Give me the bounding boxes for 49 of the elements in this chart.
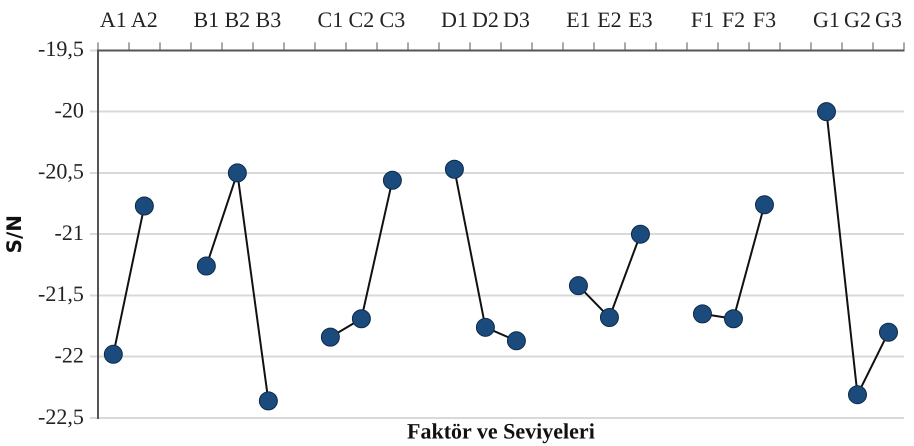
x-tick-label: B2 bbox=[224, 6, 250, 32]
x-tick-label: E1 bbox=[566, 6, 591, 32]
y-tick-label: -22,5 bbox=[38, 404, 84, 429]
x-tick-label: D1 bbox=[440, 6, 468, 32]
y-tick-label: -19,5 bbox=[38, 36, 84, 62]
y-axis-title: S/N bbox=[2, 214, 26, 254]
point bbox=[878, 322, 898, 342]
point bbox=[444, 160, 464, 179]
point bbox=[724, 309, 743, 328]
x-tick-label: A2 bbox=[130, 6, 158, 32]
point bbox=[134, 196, 154, 216]
x-tick-label: G2 bbox=[844, 6, 871, 32]
point bbox=[754, 195, 774, 214]
point bbox=[228, 163, 247, 182]
point bbox=[506, 331, 526, 350]
x-tick-label: G1 bbox=[813, 6, 840, 32]
x-tick-label: F2 bbox=[722, 6, 746, 32]
x-tick-label: C2 bbox=[348, 6, 374, 32]
x-tick-label: B3 bbox=[256, 6, 282, 32]
y-tick-label: -22 bbox=[54, 342, 84, 368]
x-tick-label: E2 bbox=[597, 6, 622, 32]
point bbox=[600, 308, 619, 328]
x-tick-label: D3 bbox=[502, 6, 530, 32]
point bbox=[320, 328, 340, 347]
point bbox=[630, 224, 650, 244]
point bbox=[848, 385, 867, 404]
y-tick-label: -20 bbox=[54, 97, 84, 122]
x-tick-label: B1 bbox=[194, 6, 220, 32]
point bbox=[568, 276, 588, 296]
x-tick-label: F1 bbox=[690, 6, 714, 32]
point bbox=[476, 318, 495, 337]
x-axis-title: Faktör ve Seviyeleri bbox=[407, 418, 595, 444]
point bbox=[692, 304, 712, 324]
x-tick-label: A1 bbox=[100, 6, 127, 32]
y-tick-label: -21 bbox=[54, 220, 84, 245]
x-tick-label: D2 bbox=[472, 6, 499, 32]
point bbox=[258, 391, 278, 410]
x-tick-label: E3 bbox=[628, 6, 653, 32]
point bbox=[352, 309, 371, 328]
y-tick-label: -21,5 bbox=[38, 281, 84, 306]
x-tick-label: C3 bbox=[380, 6, 406, 32]
y-tick-label: -20,5 bbox=[38, 158, 84, 184]
point bbox=[816, 102, 836, 122]
point bbox=[196, 256, 216, 276]
x-tick-label: F3 bbox=[752, 6, 776, 32]
point bbox=[104, 344, 123, 364]
point bbox=[382, 170, 402, 190]
x-tick-label: G3 bbox=[875, 6, 902, 32]
x-tick-label: C1 bbox=[318, 6, 344, 32]
